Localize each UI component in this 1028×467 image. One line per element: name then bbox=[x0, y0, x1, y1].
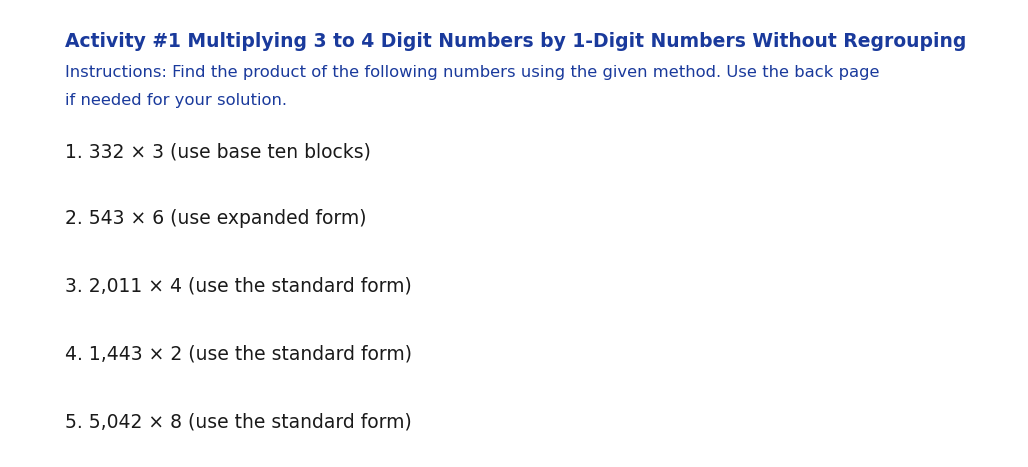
Text: 1. 332 × 3 (use base ten blocks): 1. 332 × 3 (use base ten blocks) bbox=[65, 142, 371, 161]
Text: Activity #1 Multiplying 3 to 4 Digit Numbers by 1-Digit Numbers Without Regroupi: Activity #1 Multiplying 3 to 4 Digit Num… bbox=[65, 32, 966, 51]
Text: 2. 543 × 6 (use expanded form): 2. 543 × 6 (use expanded form) bbox=[65, 209, 367, 228]
Text: 5. 5,042 × 8 (use the standard form): 5. 5,042 × 8 (use the standard form) bbox=[65, 412, 412, 431]
Text: if needed for your solution.: if needed for your solution. bbox=[65, 93, 287, 108]
Text: 4. 1,443 × 2 (use the standard form): 4. 1,443 × 2 (use the standard form) bbox=[65, 345, 412, 364]
Text: 3. 2,011 × 4 (use the standard form): 3. 2,011 × 4 (use the standard form) bbox=[65, 277, 412, 296]
Text: Instructions: Find the product of the following numbers using the given method. : Instructions: Find the product of the fo… bbox=[65, 65, 880, 80]
